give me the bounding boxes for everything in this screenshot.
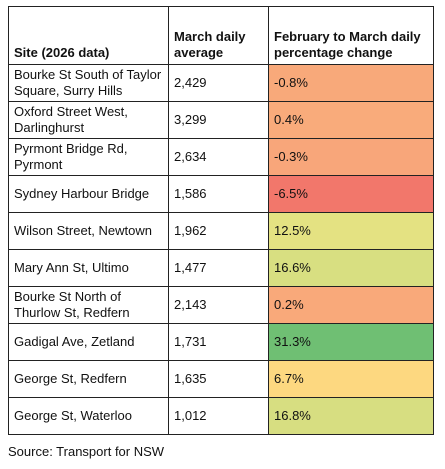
change-cell: 0.2% [268, 286, 434, 324]
average-cell: 2,429 [168, 64, 269, 102]
table-row: Wilson Street, Newtown 1,962 12.5% [8, 212, 434, 250]
site-cell: Bourke St South of Taylor Square, Surry … [8, 64, 169, 102]
change-cell: 0.4% [268, 101, 434, 139]
source-note: Source: Transport for NSW [8, 444, 165, 459]
average-cell: 1,962 [168, 212, 269, 250]
change-cell: 16.8% [268, 397, 434, 435]
header-row: Site (2026 data) March daily average Febru… [8, 6, 434, 65]
average-cell: 1,012 [168, 397, 269, 435]
average-cell: 2,634 [168, 138, 269, 176]
change-cell: -0.3% [268, 138, 434, 176]
change-cell: 6.7% [268, 360, 434, 398]
change-cell: -6.5% [268, 175, 434, 213]
average-cell: 3,299 [168, 101, 269, 139]
change-cell: -0.8% [268, 64, 434, 102]
table-row: Sydney Harbour Bridge 1,586 -6.5% [8, 175, 434, 213]
average-cell: 2,143 [168, 286, 269, 324]
table-row: Oxford Street West, Darlinghurst 3,299 0.4… [8, 101, 434, 139]
table-row: Bourke St South of Taylor Square, Surry … [8, 64, 434, 102]
site-cell: Mary Ann St, Ultimo [8, 249, 169, 287]
table-row: Bourke St North of Thurlow St, Redfern 2,… [8, 286, 434, 324]
header-cell: February to March daily percentage chang… [268, 6, 434, 65]
site-cell: Oxford Street West, Darlinghurst [8, 101, 169, 139]
site-cell: Sydney Harbour Bridge [8, 175, 169, 213]
change-cell: 12.5% [268, 212, 434, 250]
average-cell: 1,586 [168, 175, 269, 213]
change-cell: 16.6% [268, 249, 434, 287]
table-row: Mary Ann St, Ultimo 1,477 16.6% [8, 249, 434, 287]
header-cell: Site (2026 data) [8, 6, 169, 65]
average-cell: 1,731 [168, 323, 269, 361]
table-row: George St, Waterloo 1,012 16.8% [8, 397, 434, 435]
site-cell: Wilson Street, Newtown [8, 212, 169, 250]
header-cell: March daily average [168, 6, 269, 65]
change-cell: 31.3% [268, 323, 434, 361]
site-cell: George St, Waterloo [8, 397, 169, 435]
site-cell: Gadigal Ave, Zetland [8, 323, 169, 361]
site-cell: Pyrmont Bridge Rd, Pyrmont [8, 138, 169, 176]
table-body: Bourke St South of Taylor Square, Surry … [8, 64, 434, 435]
table-row: George St, Redfern 1,635 6.7% [8, 360, 434, 398]
data-table: Site (2026 data) March daily average Febru… [8, 6, 434, 435]
average-cell: 1,477 [168, 249, 269, 287]
table-row: Pyrmont Bridge Rd, Pyrmont 2,634 -0.3% [8, 138, 434, 176]
site-cell: George St, Redfern [8, 360, 169, 398]
average-cell: 1,635 [168, 360, 269, 398]
site-cell: Bourke St North of Thurlow St, Redfern [8, 286, 169, 324]
table-row: Gadigal Ave, Zetland 1,731 31.3% [8, 323, 434, 361]
